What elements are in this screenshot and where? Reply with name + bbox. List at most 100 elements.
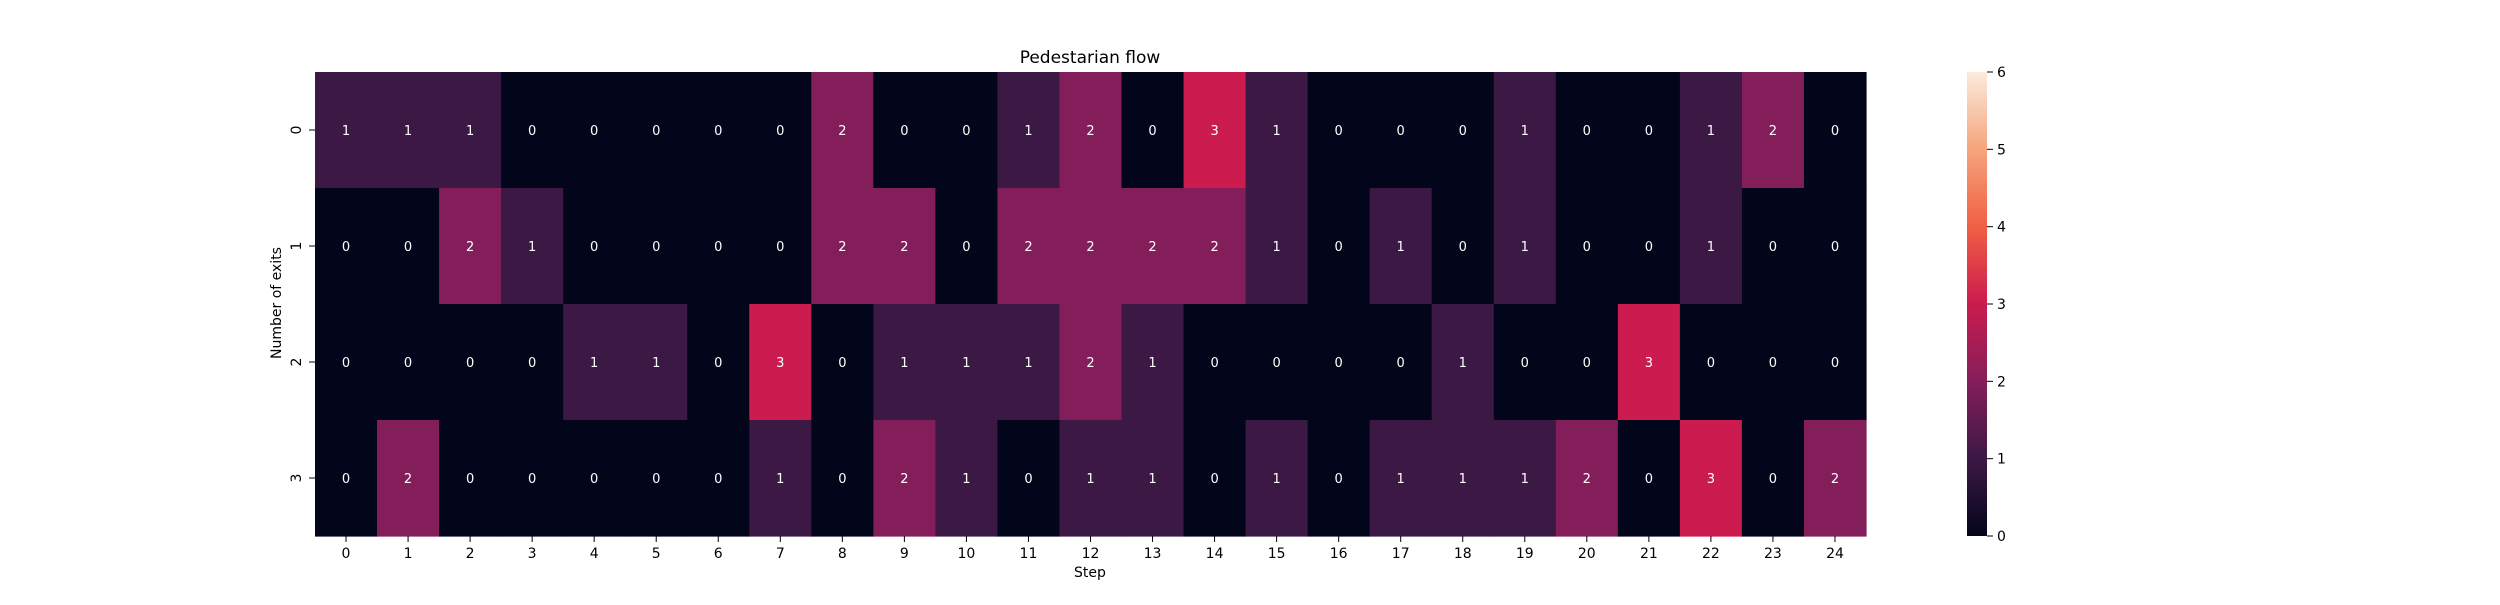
- cell-value-label: 0: [776, 240, 784, 255]
- cell-value-label: 2: [838, 124, 846, 139]
- cell-value-label: 1: [1707, 240, 1715, 255]
- x-tick-label: 5: [652, 546, 661, 562]
- x-tick-label: 13: [1144, 546, 1162, 562]
- cell-value-label: 0: [1707, 356, 1715, 371]
- cell-value-label: 1: [1521, 124, 1529, 139]
- colorbar-tick-label: 6: [1997, 65, 2006, 81]
- colorbar-tick-label: 2: [1997, 374, 2006, 390]
- cell-value-label: 1: [962, 472, 970, 487]
- cell-value-label: 0: [1831, 356, 1839, 371]
- cell-value-label: 1: [1148, 472, 1156, 487]
- cell-value-label: 0: [1459, 124, 1467, 139]
- x-tick-label: 10: [958, 546, 976, 562]
- cell-value-label: 2: [1086, 240, 1094, 255]
- cell-value-label: 0: [1769, 356, 1777, 371]
- colorbar-ticks: 0123456: [1987, 65, 2006, 545]
- cell-value-label: 2: [838, 240, 846, 255]
- x-tick-label: 3: [528, 546, 537, 562]
- colorbar-tick-label: 4: [1997, 220, 2006, 236]
- cell-value-label: 0: [590, 472, 598, 487]
- cell-value-label: 0: [1024, 472, 1032, 487]
- cell-value-label: 2: [1148, 240, 1156, 255]
- cell-value-label: 1: [528, 240, 536, 255]
- cell-value-label: 2: [466, 240, 474, 255]
- cell-value-label: 0: [590, 124, 598, 139]
- cell-value-label: 0: [1459, 240, 1467, 255]
- cell-value-label: 1: [776, 472, 784, 487]
- colorbar: [1967, 72, 1987, 536]
- y-axis-ticks: 0123: [289, 126, 315, 483]
- cell-value-label: 0: [1645, 472, 1653, 487]
- cell-value-label: 0: [1397, 124, 1405, 139]
- cell-value-label: 0: [714, 240, 722, 255]
- cell-value-label: 0: [342, 472, 350, 487]
- cell-value-label: 0: [1645, 240, 1653, 255]
- cell-value-label: 0: [1272, 356, 1280, 371]
- cell-value-label: 1: [1272, 240, 1280, 255]
- x-tick-label: 24: [1826, 546, 1844, 562]
- x-tick-label: 6: [714, 546, 723, 562]
- cell-value-label: 0: [590, 240, 598, 255]
- cell-value-label: 0: [1831, 240, 1839, 255]
- cell-value-label: 2: [404, 472, 412, 487]
- cell-value-label: 0: [342, 240, 350, 255]
- cell-value-label: 0: [1210, 356, 1218, 371]
- cell-value-label: 2: [1831, 472, 1839, 487]
- colorbar-tick-label: 5: [1997, 142, 2006, 158]
- cell-value-label: 0: [900, 124, 908, 139]
- colorbar-tick-label: 0: [1997, 529, 2006, 545]
- cell-value-label: 3: [1707, 472, 1715, 487]
- x-tick-label: 21: [1640, 546, 1658, 562]
- y-tick-label: 0: [289, 126, 305, 135]
- cell-value-label: 1: [1459, 472, 1467, 487]
- cell-value-label: 0: [1645, 124, 1653, 139]
- cell-value-label: 1: [962, 356, 970, 371]
- cell-value-label: 1: [1397, 472, 1405, 487]
- cell-value-label: 1: [466, 124, 474, 139]
- cell-value-label: 1: [1707, 124, 1715, 139]
- x-tick-label: 8: [838, 546, 847, 562]
- cell-value-label: 0: [342, 356, 350, 371]
- x-tick-label: 17: [1392, 546, 1410, 562]
- cell-value-label: 0: [1335, 124, 1343, 139]
- x-tick-label: 14: [1206, 546, 1224, 562]
- x-tick-label: 19: [1516, 546, 1534, 562]
- cell-value-label: 0: [1521, 356, 1529, 371]
- cell-value-label: 0: [404, 240, 412, 255]
- cell-value-label: 0: [528, 124, 536, 139]
- cell-value-label: 0: [528, 472, 536, 487]
- x-axis-label: Step: [1074, 565, 1106, 581]
- x-tick-label: 0: [342, 546, 351, 562]
- cell-value-label: 2: [1086, 356, 1094, 371]
- heatmap-cells: 1 1 1 0 0 0 0 0 2 0 0 1 2 0 3 1 0 0 0 1 0 0 1 2 0 0 0 2 1 0 0 0 0 2 2 0 2 2 2 2…: [315, 72, 1867, 537]
- cell-value-label: 0: [1335, 356, 1343, 371]
- cell-value-label: 2: [1583, 472, 1591, 487]
- cell-value-label: 1: [404, 124, 412, 139]
- cell-value-label: 2: [1769, 124, 1777, 139]
- x-tick-label: 7: [776, 546, 785, 562]
- x-tick-label: 4: [590, 546, 599, 562]
- cell-value-label: 1: [1024, 124, 1032, 139]
- x-tick-label: 22: [1702, 546, 1720, 562]
- cell-value-label: 1: [1272, 472, 1280, 487]
- cell-value-label: 0: [776, 124, 784, 139]
- colorbar-tick-label: 3: [1997, 297, 2006, 313]
- cell-value-label: 0: [1148, 124, 1156, 139]
- cell-value-label: 0: [1583, 356, 1591, 371]
- cell-value-label: 0: [714, 356, 722, 371]
- cell-value-label: 0: [838, 472, 846, 487]
- cell-value-label: 0: [1335, 240, 1343, 255]
- cell-value-label: 0: [1583, 240, 1591, 255]
- cell-value-label: 0: [466, 356, 474, 371]
- cell-value-label: 0: [1335, 472, 1343, 487]
- x-tick-label: 1: [404, 546, 413, 562]
- cell-value-label: 1: [1086, 472, 1094, 487]
- cell-value-label: 1: [1521, 472, 1529, 487]
- cell-value-label: 0: [962, 240, 970, 255]
- cell-value-label: 0: [1583, 124, 1591, 139]
- cell-value-label: 0: [652, 240, 660, 255]
- x-tick-label: 12: [1082, 546, 1100, 562]
- cell-value-label: 0: [1769, 472, 1777, 487]
- cell-value-label: 1: [1148, 356, 1156, 371]
